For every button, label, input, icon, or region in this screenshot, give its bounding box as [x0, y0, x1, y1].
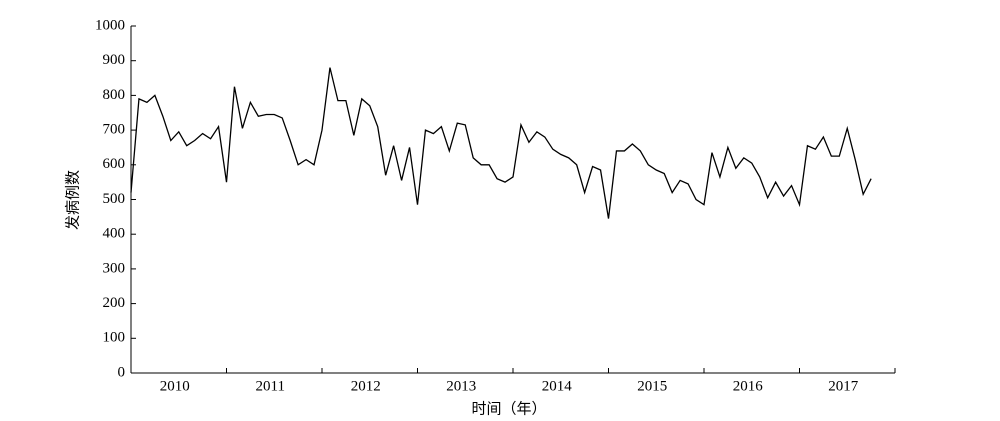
x-tick-label: 2015 [637, 378, 667, 394]
x-tick-label: 2013 [446, 378, 476, 394]
line-series [130, 67, 872, 219]
y-tick-label: 200 [103, 295, 126, 311]
y-tick-label: 300 [103, 260, 126, 276]
y-axis-label: 发病例数 [64, 170, 81, 230]
y-tick-label: 100 [103, 330, 126, 346]
y-tick-label: 900 [103, 52, 126, 68]
x-tick-label: 2010 [160, 378, 190, 394]
x-tick-label: 2017 [828, 378, 859, 394]
x-tick-label: 2011 [256, 378, 285, 394]
y-tick-label: 400 [103, 226, 126, 242]
y-tick-label: 0 [118, 364, 126, 380]
x-axis-label: 时间（年） [471, 400, 546, 417]
y-tick-label: 600 [103, 156, 126, 172]
y-tick-label: 500 [103, 191, 126, 207]
y-tick-label: 800 [103, 87, 126, 103]
x-tick-label: 2012 [351, 378, 381, 394]
x-tick-label: 2016 [733, 378, 764, 394]
y-tick-label: 700 [103, 122, 126, 138]
x-tick-label: 2014 [542, 378, 573, 394]
y-tick-label: 1000 [95, 17, 125, 33]
